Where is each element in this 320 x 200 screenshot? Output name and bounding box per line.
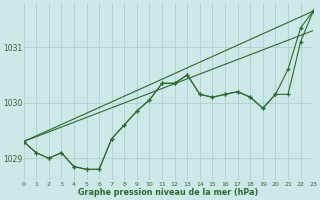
X-axis label: Graphe pression niveau de la mer (hPa): Graphe pression niveau de la mer (hPa) xyxy=(78,188,259,197)
